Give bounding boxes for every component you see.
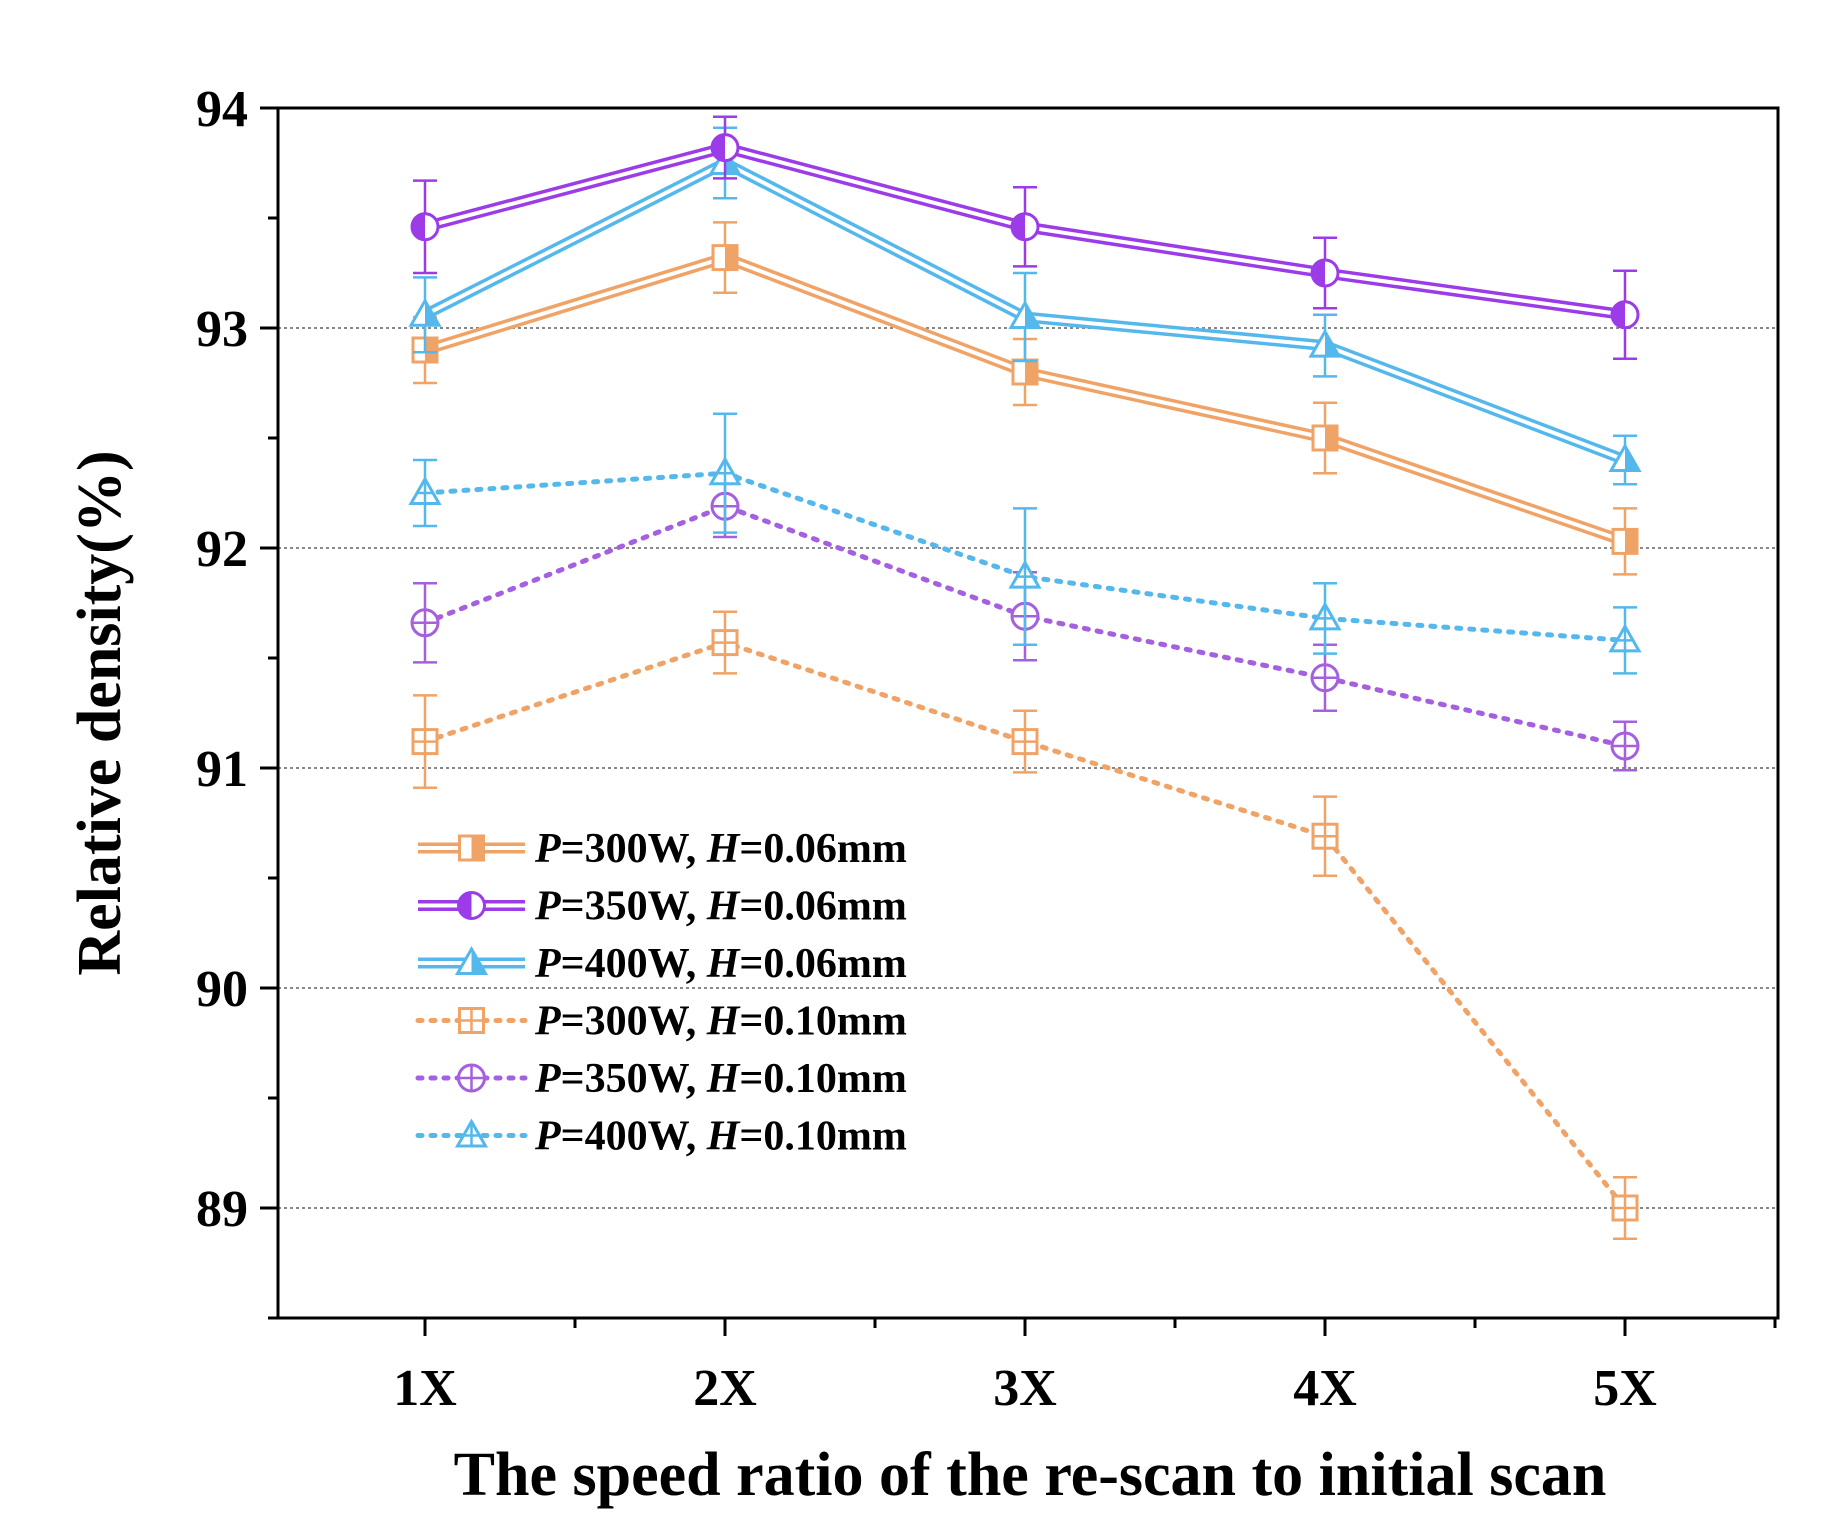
series-layer (408, 115, 1642, 1241)
series-line-dotted (422, 470, 1628, 643)
legend-entry-2: P=350W, H=0.06mm (418, 884, 907, 930)
legend-label: P=350W, H=0.06mm (534, 884, 907, 930)
circle-marker-fill (458, 892, 472, 919)
legend-entry-5: P=350W, H=0.10mm (415, 1056, 907, 1102)
x-axis-title: The speed ratio of the re-scan to initia… (454, 1441, 1607, 1509)
triangle-marker-fill (1025, 303, 1039, 328)
y-tick-label: 89 (196, 1181, 248, 1238)
square-marker-fill (1025, 360, 1037, 384)
circle-marker-fill (1012, 213, 1025, 240)
legend-label: P=400W, H=0.06mm (534, 941, 907, 987)
plot-frame (276, 106, 1780, 1320)
y-tick-label: 90 (196, 961, 248, 1018)
x-tick-label: 5X (1593, 1360, 1657, 1417)
square-marker-fill (725, 245, 737, 270)
square-marker-fill (471, 836, 484, 860)
x-tick-label: 1X (393, 1360, 457, 1417)
legend-label: P=300W, H=0.06mm (534, 826, 907, 872)
triangle-marker-fill (1325, 331, 1339, 357)
x-tick-label: 4X (1293, 1360, 1357, 1417)
legend-entry-3: P=400W, H=0.06mm (418, 941, 907, 987)
triangle-marker-fill (471, 949, 486, 974)
circle-marker-fill (712, 134, 725, 161)
legend: P=300W, H=0.06mm P=350W, H=0.06mm P=400W, … (415, 826, 907, 1160)
legend-label: P=300W, H=0.10mm (534, 999, 907, 1045)
y-tick-label: 93 (196, 301, 248, 358)
circle-marker-fill (1612, 301, 1625, 328)
series-2 (410, 115, 1640, 361)
axes: 89 90 91 92 93 94 1X 2X 3X 4X 5X (196, 81, 1780, 1417)
square-marker-fill (1625, 529, 1637, 554)
square-marker-fill (425, 338, 437, 362)
legend-label: P=350W, H=0.10mm (534, 1056, 907, 1102)
y-tick-label: 91 (196, 741, 248, 798)
x-tick-label: 2X (693, 1360, 757, 1417)
y-axis-title: Relative density(%) (66, 450, 134, 975)
legend-entry-6: P=400W, H=0.10mm (415, 1114, 907, 1160)
circle-marker-fill (412, 213, 425, 240)
legend-entry-1: P=300W, H=0.06mm (418, 826, 907, 872)
x-tick-label: 3X (993, 1360, 1057, 1417)
legend-label: P=400W, H=0.10mm (534, 1114, 907, 1160)
y-tick-label: 92 (196, 521, 248, 578)
series-line-dotted (422, 639, 1628, 1211)
circle-marker-fill (1312, 260, 1325, 286)
square-marker-fill (1325, 426, 1337, 450)
legend-entry-4: P=300W, H=0.10mm (415, 999, 907, 1045)
y-tick-label: 94 (196, 81, 248, 138)
series-4 (411, 610, 1639, 1241)
grid-lines (278, 327, 1778, 1209)
series-1 (411, 221, 1639, 576)
triangle-marker-fill (425, 300, 439, 326)
series-6 (408, 412, 1642, 675)
triangle-marker-fill (1625, 446, 1639, 471)
